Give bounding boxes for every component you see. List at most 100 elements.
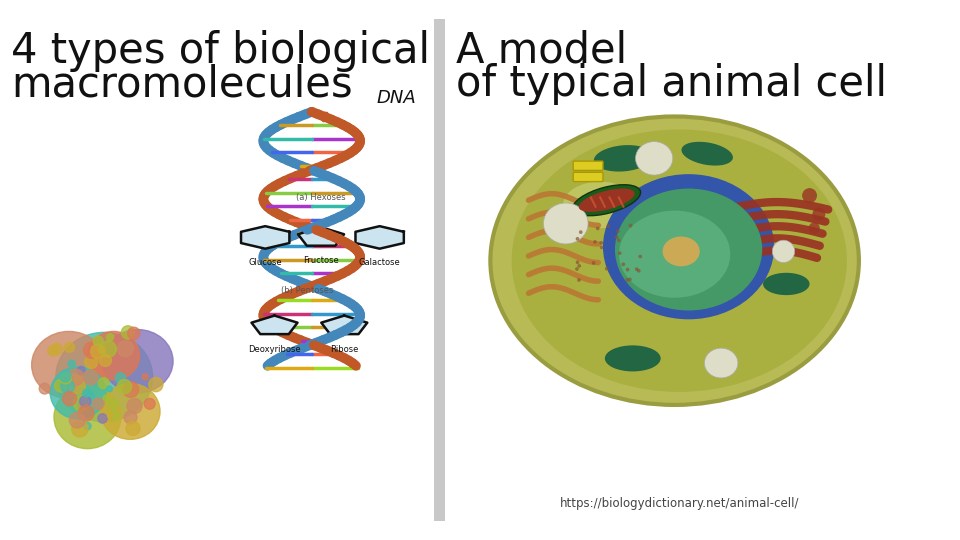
Text: macromolecules: macromolecules <box>12 63 352 105</box>
Ellipse shape <box>615 188 762 310</box>
Text: A model: A model <box>456 30 627 72</box>
Ellipse shape <box>142 374 148 380</box>
Ellipse shape <box>117 380 132 394</box>
Ellipse shape <box>625 278 629 282</box>
Ellipse shape <box>98 414 108 423</box>
Ellipse shape <box>628 278 632 281</box>
Ellipse shape <box>577 264 581 268</box>
Ellipse shape <box>67 369 84 386</box>
Ellipse shape <box>605 346 660 372</box>
Ellipse shape <box>149 377 163 392</box>
Ellipse shape <box>78 402 84 408</box>
Ellipse shape <box>577 278 581 282</box>
Ellipse shape <box>90 344 106 359</box>
Ellipse shape <box>56 332 153 422</box>
Text: Galactose: Galactose <box>359 258 400 267</box>
Ellipse shape <box>98 346 105 353</box>
Ellipse shape <box>62 392 77 406</box>
Ellipse shape <box>98 377 109 389</box>
Polygon shape <box>322 315 368 334</box>
Ellipse shape <box>682 142 732 166</box>
Ellipse shape <box>144 399 156 409</box>
Ellipse shape <box>107 386 112 391</box>
Ellipse shape <box>763 273 809 295</box>
Ellipse shape <box>84 355 98 368</box>
Ellipse shape <box>70 374 83 387</box>
Ellipse shape <box>93 398 104 409</box>
Ellipse shape <box>64 342 75 353</box>
Ellipse shape <box>636 269 640 273</box>
Ellipse shape <box>128 327 140 340</box>
FancyBboxPatch shape <box>573 161 603 171</box>
Ellipse shape <box>68 360 75 367</box>
Ellipse shape <box>80 396 91 407</box>
Ellipse shape <box>603 174 774 319</box>
Ellipse shape <box>662 237 700 266</box>
Ellipse shape <box>596 227 600 230</box>
Ellipse shape <box>54 386 121 449</box>
Ellipse shape <box>618 251 621 255</box>
Ellipse shape <box>61 377 78 393</box>
Ellipse shape <box>563 181 637 228</box>
Ellipse shape <box>616 230 620 233</box>
Polygon shape <box>252 315 298 334</box>
Ellipse shape <box>575 267 579 271</box>
Ellipse shape <box>512 130 847 392</box>
Ellipse shape <box>773 240 795 262</box>
Ellipse shape <box>705 348 738 378</box>
Ellipse shape <box>127 399 142 414</box>
Ellipse shape <box>617 239 620 242</box>
Ellipse shape <box>115 373 126 383</box>
Ellipse shape <box>107 334 113 341</box>
Text: https://biologydictionary.net/animal-cell/: https://biologydictionary.net/animal-cel… <box>560 497 799 510</box>
Ellipse shape <box>491 117 859 405</box>
Ellipse shape <box>576 237 579 241</box>
Ellipse shape <box>50 367 106 419</box>
Ellipse shape <box>619 211 731 298</box>
Ellipse shape <box>117 341 133 357</box>
Ellipse shape <box>108 399 118 409</box>
Polygon shape <box>241 226 289 249</box>
Ellipse shape <box>621 262 625 266</box>
Ellipse shape <box>69 378 85 394</box>
Text: (a) Hexoses: (a) Hexoses <box>297 193 346 202</box>
Text: (b) Pentoses: (b) Pentoses <box>281 286 333 295</box>
Ellipse shape <box>60 380 75 393</box>
Ellipse shape <box>121 326 134 339</box>
Ellipse shape <box>543 203 588 244</box>
Ellipse shape <box>93 336 103 346</box>
Ellipse shape <box>593 240 597 244</box>
Text: Ribose: Ribose <box>330 345 358 354</box>
Ellipse shape <box>108 413 113 418</box>
Ellipse shape <box>579 188 635 212</box>
Ellipse shape <box>600 246 604 249</box>
Ellipse shape <box>626 268 630 272</box>
Bar <box>434 19 444 521</box>
Ellipse shape <box>73 395 89 411</box>
Ellipse shape <box>72 421 88 437</box>
Ellipse shape <box>55 379 67 392</box>
Ellipse shape <box>60 370 71 382</box>
Ellipse shape <box>52 343 62 354</box>
Ellipse shape <box>629 224 633 227</box>
Polygon shape <box>355 226 404 249</box>
Ellipse shape <box>69 412 85 428</box>
Text: Glucose: Glucose <box>249 258 282 267</box>
FancyBboxPatch shape <box>573 172 603 181</box>
Ellipse shape <box>86 392 94 399</box>
Ellipse shape <box>607 224 610 228</box>
Ellipse shape <box>83 389 90 397</box>
Ellipse shape <box>808 222 820 234</box>
Ellipse shape <box>573 185 640 215</box>
Ellipse shape <box>123 382 138 397</box>
Ellipse shape <box>579 230 583 234</box>
Ellipse shape <box>576 260 580 264</box>
Ellipse shape <box>87 332 139 380</box>
Ellipse shape <box>599 241 603 245</box>
Ellipse shape <box>124 411 137 424</box>
Ellipse shape <box>803 188 817 203</box>
Ellipse shape <box>39 383 50 394</box>
Ellipse shape <box>84 370 98 384</box>
Ellipse shape <box>635 267 638 271</box>
Ellipse shape <box>32 332 106 399</box>
